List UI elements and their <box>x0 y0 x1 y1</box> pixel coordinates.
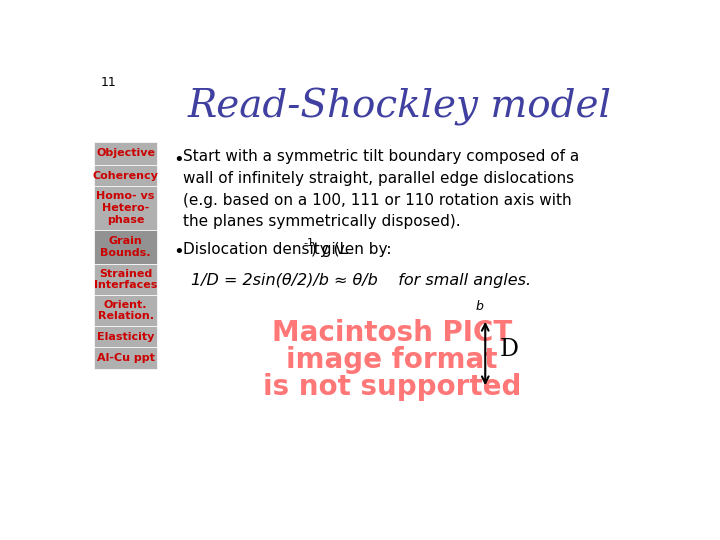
Text: Read-Shockley model: Read-Shockley model <box>188 88 612 126</box>
Bar <box>94 186 158 230</box>
Text: 11: 11 <box>101 76 117 89</box>
Bar <box>94 347 158 369</box>
Text: ) given by:: ) given by: <box>311 242 392 257</box>
Text: b: b <box>475 300 483 313</box>
Text: Coherency: Coherency <box>93 171 158 181</box>
Bar <box>94 295 158 326</box>
Bar <box>94 264 158 295</box>
Text: Orient.
Relation.: Orient. Relation. <box>98 300 153 321</box>
Text: Macintosh PICT: Macintosh PICT <box>272 319 513 347</box>
Text: Homo- vs
Hetero-
phase: Homo- vs Hetero- phase <box>96 191 155 225</box>
Bar <box>94 230 158 264</box>
Text: Al-Cu ppt: Al-Cu ppt <box>96 353 155 363</box>
Text: Elasticity: Elasticity <box>97 332 154 342</box>
Text: Start with a symmetric tilt boundary composed of a
wall of infinitely straight, : Start with a symmetric tilt boundary com… <box>183 150 580 230</box>
Text: -1: -1 <box>303 238 314 248</box>
Text: Strained
Interfaces: Strained Interfaces <box>94 269 158 291</box>
Bar <box>94 165 158 186</box>
Bar <box>94 142 158 165</box>
Bar <box>94 326 158 347</box>
Text: 1/D = 2sin(θ/2)/b ≈ θ/b    for small angles.: 1/D = 2sin(θ/2)/b ≈ θ/b for small angles… <box>191 273 531 288</box>
Text: D: D <box>499 338 518 361</box>
Text: Grain
Bounds.: Grain Bounds. <box>100 236 151 258</box>
Text: image format: image format <box>287 346 498 374</box>
Text: is not supported: is not supported <box>263 373 521 401</box>
Text: •: • <box>174 151 184 169</box>
Text: •: • <box>174 244 184 261</box>
Text: Objective: Objective <box>96 148 155 158</box>
Text: Dislocation density (L: Dislocation density (L <box>183 242 348 257</box>
